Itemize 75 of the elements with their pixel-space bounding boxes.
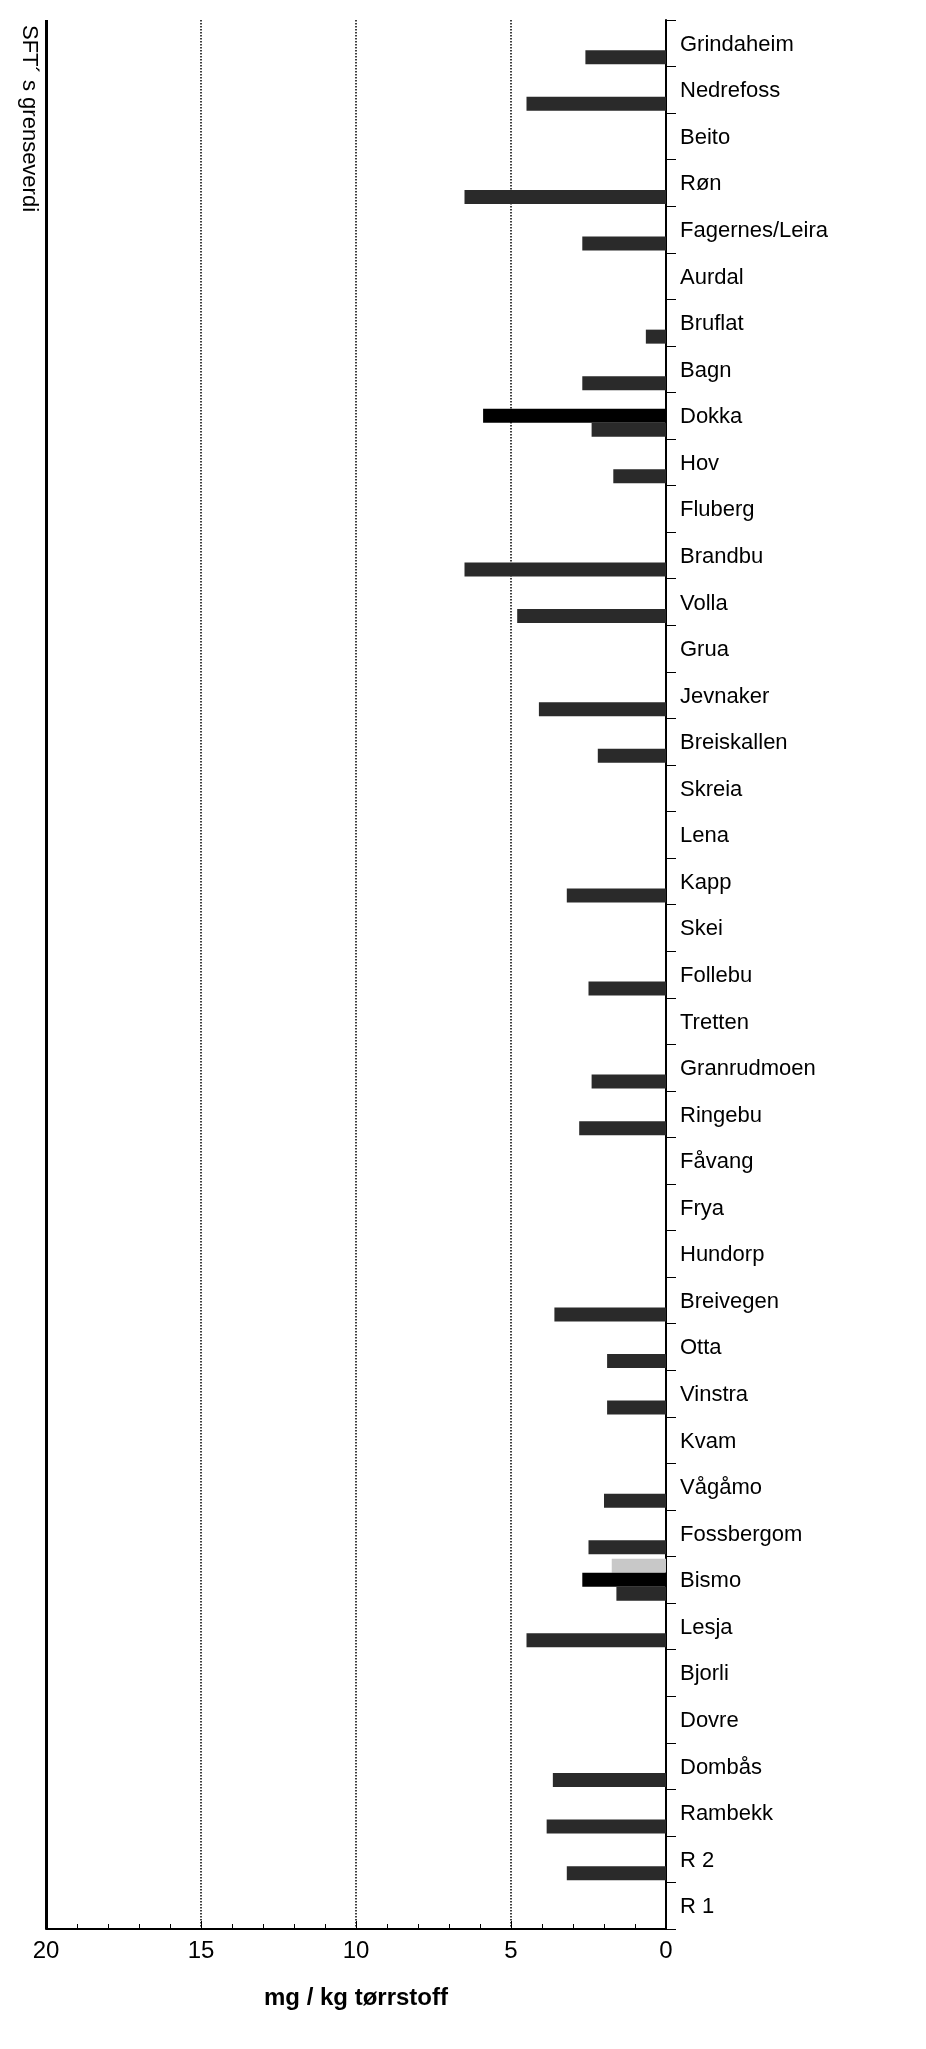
y-tick-label: Bruflat [680, 310, 744, 336]
bar [611, 1558, 666, 1573]
y-tick-label: Aurdal [680, 263, 744, 289]
y-tick-label: Bjorli [680, 1660, 729, 1686]
y-tick-label: Dokka [680, 403, 744, 429]
bar [566, 1866, 666, 1881]
x-tick-label: 15 [187, 1935, 215, 1963]
bar [582, 376, 666, 391]
y-tick-label: Fåvang [680, 1148, 754, 1174]
y-tick-label: Grua [680, 636, 730, 662]
bar [579, 1121, 666, 1136]
y-tick-label: Beito [680, 123, 731, 149]
y-tick-label: Breivegen [680, 1287, 780, 1313]
y-tick-label: R 1 [680, 1893, 715, 1919]
y-tick-label: Volla [680, 589, 729, 615]
x-tick-label: 0 [659, 1935, 673, 1963]
y-tick-label: Bismo [680, 1567, 742, 1593]
bar [613, 469, 666, 484]
bar [607, 1353, 666, 1368]
bar [645, 329, 666, 344]
bar [588, 1540, 666, 1555]
y-tick-label: Tretten [680, 1008, 749, 1034]
y-tick-label: Ringebu [680, 1101, 762, 1127]
bar [604, 1493, 666, 1508]
bar [591, 1074, 666, 1089]
x-tick-label: 10 [342, 1935, 370, 1963]
ref-line-label: SFT´ s grenseverdi [17, 25, 43, 213]
bar [546, 1819, 666, 1834]
bar [464, 562, 666, 577]
y-tick-label: Skreia [680, 775, 744, 801]
x-tick-label: 20 [32, 1935, 60, 1963]
bar [582, 236, 666, 251]
y-tick-label: Lesja [680, 1613, 734, 1639]
bar [464, 189, 666, 204]
bar [597, 748, 666, 763]
y-tick-label: Brandbu [680, 542, 764, 568]
x-tick-label: 5 [504, 1935, 518, 1963]
y-tick-label: Vågåmo [680, 1474, 762, 1500]
y-tick-label: Skei [680, 915, 723, 941]
y-tick-label: Breiskallen [680, 729, 788, 755]
y-tick-label: Dombås [680, 1753, 762, 1779]
y-tick-label: Granrudmoen [680, 1055, 816, 1081]
y-tick-label: Follebu [680, 962, 753, 987]
bar [616, 1586, 666, 1601]
y-tick-label: Fagernes/Leira [680, 217, 829, 243]
y-tick-label: Grindaheim [680, 30, 794, 56]
bar [591, 422, 666, 437]
y-tick-label: Lena [680, 822, 730, 848]
y-tick-label: Otta [680, 1334, 723, 1360]
bar [538, 702, 666, 717]
y-tick-label: Frya [680, 1194, 725, 1220]
bar [585, 50, 666, 65]
y-tick-label: Hov [680, 449, 720, 475]
y-tick-label: Vinstra [680, 1381, 749, 1407]
bar [526, 1633, 666, 1648]
bar [566, 888, 666, 903]
y-tick-label: Jevnaker [680, 682, 770, 708]
bar [517, 609, 666, 624]
y-tick-label: Hundorp [680, 1241, 765, 1267]
y-tick-label: R 2 [680, 1846, 715, 1872]
y-tick-label: Kapp [680, 868, 732, 894]
bar [526, 96, 666, 111]
bar [588, 981, 666, 996]
y-tick-label: Fossbergom [680, 1520, 803, 1546]
y-tick-label: Nedrefoss [680, 77, 781, 103]
y-tick-label: Fluberg [680, 496, 755, 522]
y-tick-label: Røn [680, 170, 722, 196]
bar [554, 1307, 666, 1322]
bar [552, 1773, 666, 1788]
y-tick-label: Dovre [680, 1706, 739, 1732]
y-tick-label: Kvam [680, 1427, 737, 1453]
y-tick-label: Bagn [680, 356, 732, 382]
y-tick-label: Rambekk [680, 1800, 774, 1826]
x-axis-title: mg / kg tørrstoff [264, 1982, 449, 2010]
bar [607, 1400, 666, 1415]
